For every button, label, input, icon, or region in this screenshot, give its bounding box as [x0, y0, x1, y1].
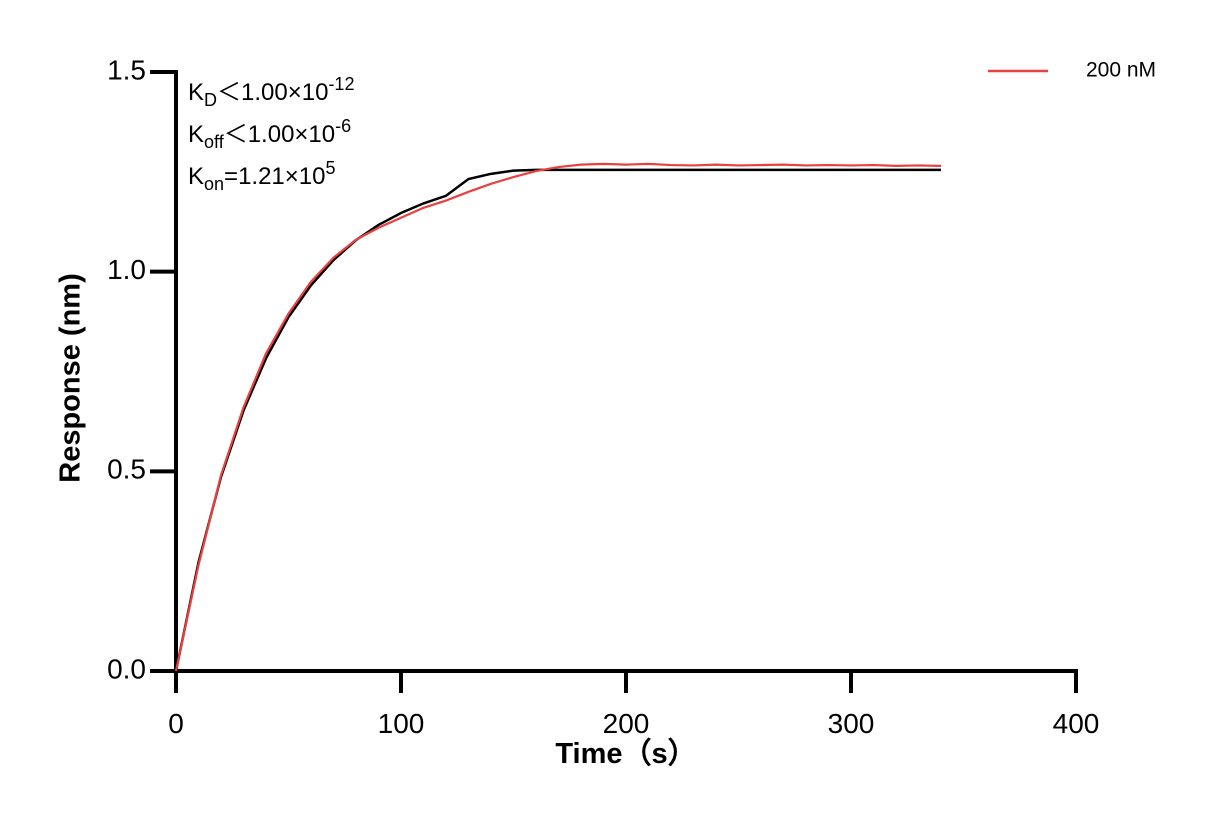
x-tick-label: 300 [828, 708, 875, 739]
y-tick-label: 1.5 [107, 54, 146, 85]
annotation-exponent: -6 [335, 116, 351, 136]
x-tick-label: 200 [603, 708, 650, 739]
annotation: Kon=1.21×105 [188, 158, 336, 194]
x-tick-label: 400 [1053, 708, 1100, 739]
annotation-coefficient: 1.00×10 [248, 121, 335, 148]
annotation-subscript: on [204, 174, 224, 194]
annotation-relation: ＜ [217, 79, 241, 106]
annotation-subscript: D [204, 90, 217, 110]
annotation: KD＜1.00×10-12 [188, 74, 354, 110]
x-axis-title: Time（s） [555, 737, 696, 770]
annotation-symbol: K [188, 163, 204, 190]
y-tick-label: 0.0 [107, 653, 146, 684]
annotation-exponent: -12 [328, 74, 354, 94]
annotation-symbol: K [188, 79, 204, 106]
annotation-relation: = [224, 163, 238, 190]
y-tick-label: 1.0 [107, 254, 146, 285]
x-tick-label: 0 [168, 708, 184, 739]
data-line [174, 162, 942, 672]
annotation-symbol: K [188, 121, 204, 148]
annotation: Koff＜1.00×10-6 [188, 116, 351, 152]
x-tick-label: 100 [378, 708, 425, 739]
annotation-subscript: off [204, 132, 225, 152]
annotation-coefficient: 1.00×10 [241, 79, 328, 106]
annotation-relation: ＜ [224, 121, 248, 148]
data-line [174, 168, 941, 672]
legend-label: 200 nM [1086, 59, 1156, 82]
y-tick-label: 0.5 [107, 454, 146, 485]
annotation-exponent: 5 [325, 158, 335, 178]
y-axis-title: Response (nm) [55, 273, 87, 482]
annotation-coefficient: 1.21×10 [238, 163, 325, 190]
